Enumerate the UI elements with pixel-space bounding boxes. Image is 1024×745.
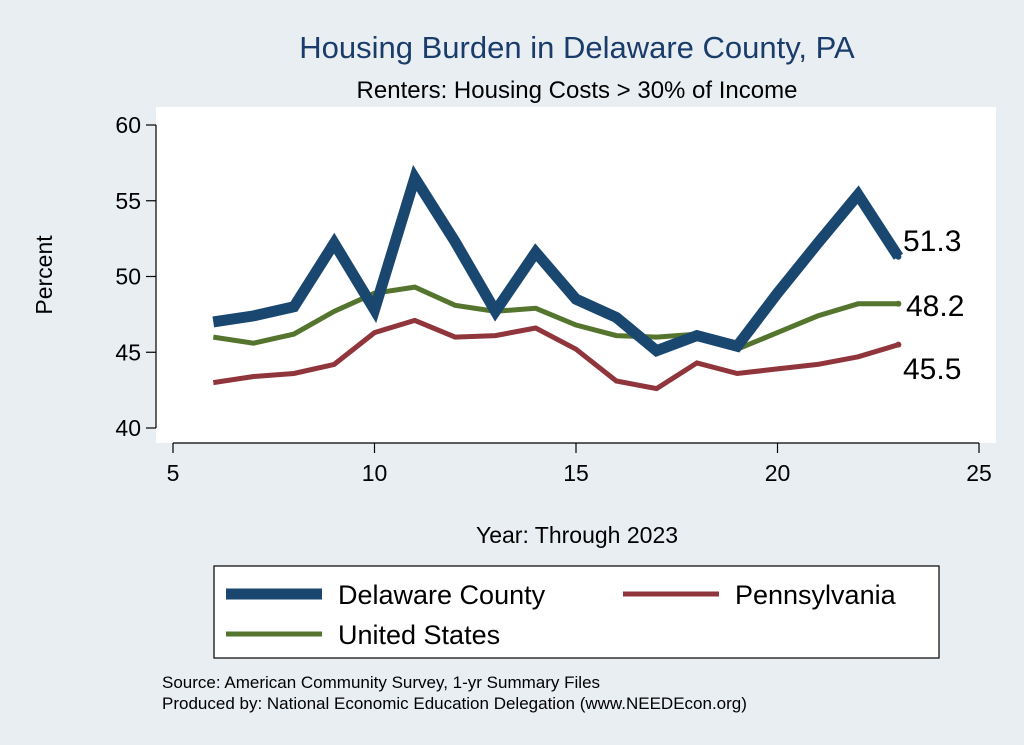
produced-by-note: Produced by: National Economic Education… [162, 694, 747, 713]
end-label-delaware-county: 51.3 [903, 225, 961, 258]
legend: Delaware County Pennsylvania United States [213, 565, 940, 659]
y-tick-label: 60 [115, 112, 141, 138]
x-axis: 5 10 15 20 25 [167, 442, 992, 486]
series-end-point-united-states [895, 300, 902, 307]
end-label-united-states: 48.2 [906, 290, 964, 323]
y-axis-title: Percent [31, 235, 57, 315]
x-tick-label: 5 [167, 460, 180, 486]
legend-items: Delaware County Pennsylvania United States [226, 580, 897, 650]
chart-subtitle: Renters: Housing Costs > 30% of Income [357, 77, 798, 104]
legend-label-delaware-county: Delaware County [338, 580, 546, 610]
series-line-pennsylvania [212, 317, 900, 392]
y-tick-label: 55 [115, 188, 141, 214]
chart-title: Housing Burden in Delaware County, PA [299, 30, 855, 65]
series-end-point-pennsylvania [895, 341, 902, 348]
y-tick-label: 40 [115, 415, 141, 441]
series-line-delaware-county [212, 164, 904, 357]
legend-label-united-states: United States [338, 620, 500, 650]
legend-box [213, 565, 940, 659]
legend-label-pennsylvania: Pennsylvania [735, 580, 897, 610]
x-axis-title: Year: Through 2023 [476, 522, 678, 548]
x-tick-label: 25 [966, 460, 992, 486]
y-tick-label: 50 [115, 264, 141, 290]
x-tick-label: 10 [362, 460, 388, 486]
end-label-pennsylvania: 45.5 [903, 353, 961, 386]
source-note: Source: American Community Survey, 1-yr … [162, 673, 600, 692]
series-end-point-delaware-county [895, 253, 902, 260]
y-axis: 40 45 50 55 60 [115, 112, 157, 441]
series-layer: 51.3 45.5 48.2 [212, 164, 964, 392]
y-tick-label: 45 [115, 339, 141, 365]
series-line-united-states [212, 284, 899, 352]
x-tick-label: 20 [765, 460, 791, 486]
plot-area [156, 107, 996, 443]
x-tick-label: 15 [563, 460, 589, 486]
